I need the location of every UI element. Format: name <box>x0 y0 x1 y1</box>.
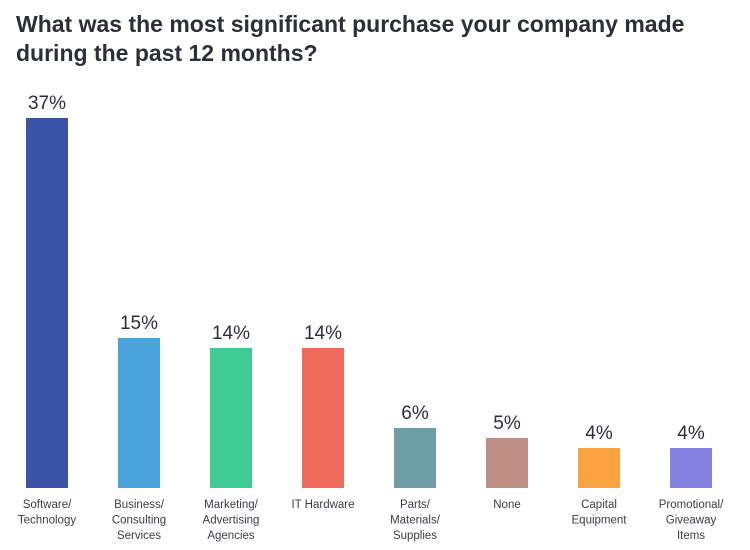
bar-value-label: 15% <box>120 313 158 334</box>
category-label: Parts/Materials/Supplies <box>390 499 441 542</box>
category-label: None <box>493 499 521 511</box>
bar-value-label: 37% <box>28 93 66 114</box>
bar-value-label: 4% <box>677 423 705 444</box>
bar-value-label: 6% <box>401 403 429 424</box>
bar <box>118 338 160 488</box>
category-label: Capital Equipment <box>572 499 628 527</box>
category-label: Marketing/Advertising Agencies <box>203 499 260 542</box>
bar <box>302 348 344 488</box>
category-label: Promotional/Giveaway Items <box>659 499 724 542</box>
category-label: Software/Technology <box>18 499 76 527</box>
bar <box>578 448 620 488</box>
bar-value-label: 5% <box>493 413 521 434</box>
category-label: Business/Consulting Services <box>112 499 166 542</box>
bar <box>210 348 252 488</box>
bar <box>486 438 528 488</box>
bar <box>670 448 712 488</box>
chart-title: What was the most significant purchase y… <box>16 11 685 66</box>
category-label: IT Hardware <box>291 499 354 511</box>
bar-value-label: 4% <box>585 423 613 444</box>
bar <box>394 428 436 488</box>
bar <box>26 118 68 488</box>
bar-value-label: 14% <box>212 323 250 344</box>
bar-value-label: 14% <box>304 323 342 344</box>
